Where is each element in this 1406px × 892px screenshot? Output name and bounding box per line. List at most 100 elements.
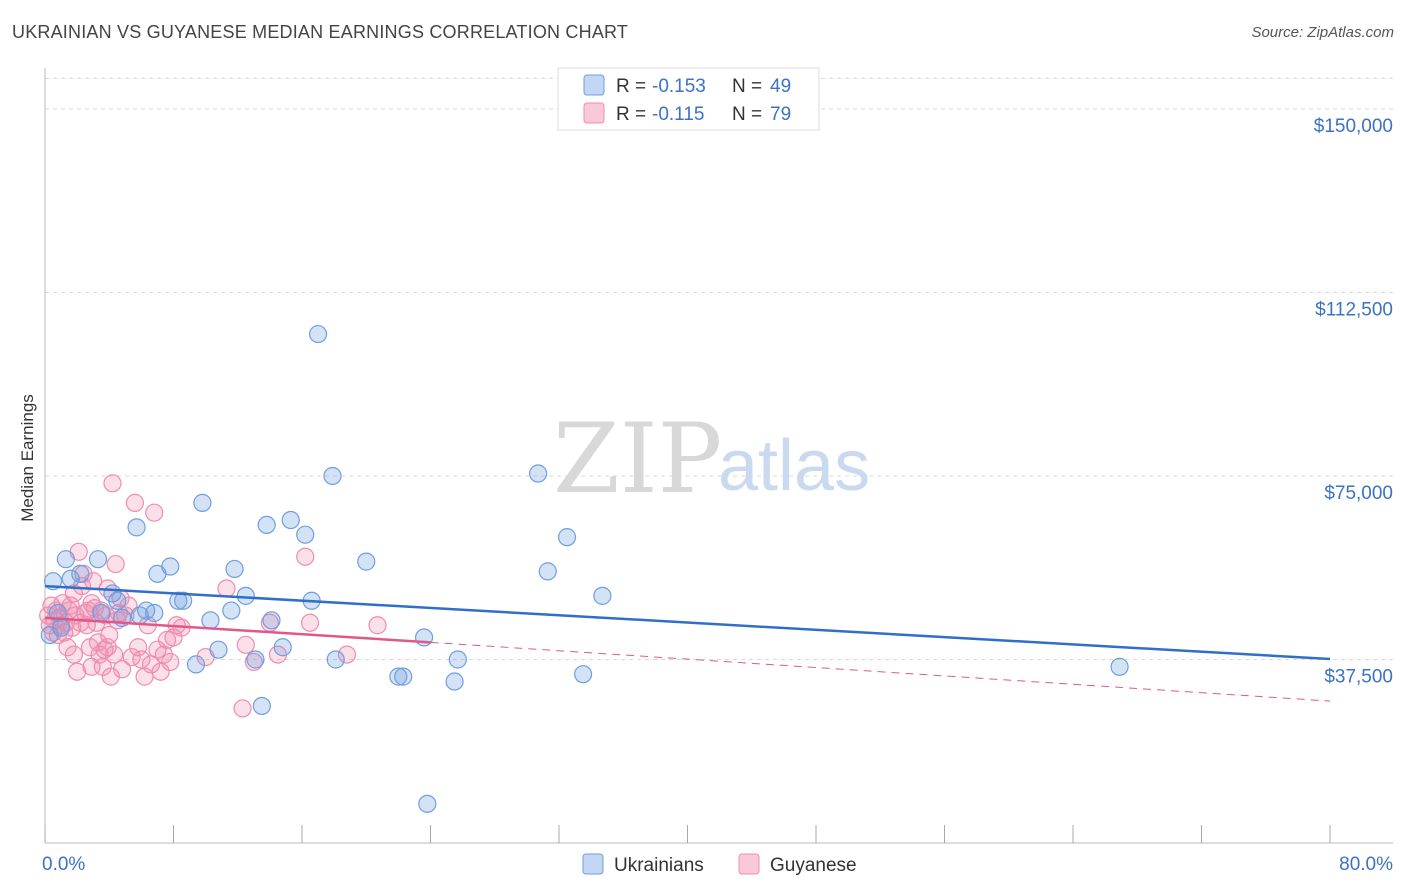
- bottom-swatch-guyanese: [738, 853, 760, 875]
- guyanese-point-71: [296, 547, 315, 566]
- x-tick-labels: 0.0% 80.0%: [42, 854, 1393, 875]
- legend-r-label-guyanese: R =: [616, 104, 646, 125]
- guyanese-point-58: [154, 645, 173, 664]
- y-tick-label-3: $150,000: [1314, 116, 1393, 137]
- source-label: Source: ZipAtlas.com: [1251, 24, 1394, 41]
- ukrainians-point-7: [88, 550, 108, 569]
- ukrainians-point-33: [296, 525, 315, 544]
- ukrainians-point-25: [225, 559, 244, 579]
- ukrainians-point-44: [448, 650, 467, 669]
- ukrainians-point-6: [71, 564, 90, 583]
- guyanese-point-60: [161, 652, 180, 672]
- ukrainians-point-50: [1110, 657, 1129, 676]
- ukrainians-point-38: [357, 552, 376, 571]
- ukrainians-point-24: [222, 601, 241, 620]
- guyanese-point-51: [132, 650, 151, 669]
- legend-r-value-ukrainians: -0.153: [652, 76, 706, 97]
- chart-title: UKRAINIAN VS GUYANESE MEDIAN EARNINGS CO…: [12, 22, 629, 42]
- guyanese-trend-extension: [430, 641, 1331, 702]
- ukrainians-point-47: [557, 528, 577, 547]
- ukrainians-point-48: [573, 665, 593, 684]
- ukrainians-point-10: [108, 591, 127, 610]
- legend-n-value-ukrainians: 49: [770, 76, 791, 97]
- ukrainians-point-31: [273, 638, 292, 657]
- ukrainians-point-4: [56, 550, 75, 569]
- ukrainians-point-15: [145, 603, 164, 623]
- legend-n-label-guyanese: N =: [732, 104, 762, 125]
- ukrainians-point-40: [394, 667, 413, 686]
- ukrainians-point-20: [186, 655, 206, 674]
- trend-lines: [44, 584, 1331, 702]
- guyanese-point-67: [236, 635, 255, 654]
- watermark-atlas: atlas: [718, 426, 870, 506]
- correlation-legend: R = -0.153 N = 49 R = -0.115 N = 79: [557, 67, 820, 131]
- guyanese-point-18: [68, 662, 87, 681]
- y-tick-label-0: $37,500: [1324, 666, 1393, 687]
- ukrainians-point-46: [538, 562, 557, 581]
- series-legend: Ukrainians Guyanese: [582, 853, 857, 876]
- ukrainians-point-18: [169, 591, 188, 610]
- guyanese-point-12: [58, 638, 77, 657]
- y-tick-label-2: $112,500: [1315, 299, 1393, 320]
- guyanese-point-39: [101, 667, 120, 686]
- legend-r-label-ukrainians: R =: [616, 76, 646, 97]
- x-tick-label-min: 0.0%: [42, 854, 85, 875]
- y-axis-label: Median Earnings: [18, 394, 37, 522]
- guyanese-point-55: [145, 503, 164, 522]
- ukrainians-point-42: [418, 794, 437, 813]
- guyanese-point-77: [82, 594, 101, 613]
- ukrainians-point-21: [193, 493, 212, 512]
- guyanese-point-45: [112, 660, 132, 679]
- legend-swatch-guyanese: [583, 102, 605, 124]
- ukrainians-point-3: [51, 618, 71, 637]
- ukrainians-point-0: [40, 625, 59, 645]
- legend-r-value-guyanese: -0.115: [652, 104, 704, 125]
- ukrainians-point-26: [236, 586, 255, 605]
- bottom-legend-guyanese: Guyanese: [770, 855, 857, 876]
- guyanese-point-49: [125, 493, 145, 512]
- y-tick-labels: $37,500 $75,000 $112,500 $150,000: [1314, 116, 1393, 688]
- watermark-zip: ZIP: [553, 403, 722, 515]
- ukrainians-point-43: [445, 672, 464, 691]
- guyanese-point-41: [104, 645, 124, 664]
- ukrainians-point-49: [593, 586, 612, 605]
- guyanese-point-38: [100, 625, 119, 645]
- ukrainians-point-36: [323, 466, 342, 486]
- ukrainians-point-37: [326, 650, 345, 669]
- guyanese-point-66: [233, 699, 252, 718]
- ukrainians-point-30: [262, 611, 281, 630]
- ukrainians-point-35: [308, 324, 328, 344]
- ukrainians-point-19: [174, 591, 193, 610]
- ukrainians-points: [40, 324, 1129, 813]
- bottom-swatch-ukrainians: [582, 853, 604, 875]
- ukrainians-point-28: [252, 696, 271, 716]
- ukrainians-point-22: [201, 611, 220, 630]
- guyanese-point-57: [151, 662, 170, 681]
- ukrainians-point-27: [246, 650, 265, 669]
- ukrainians-point-32: [281, 510, 300, 530]
- legend-swatch-ukrainians: [583, 74, 605, 96]
- ukrainians-point-8: [92, 603, 111, 623]
- ukrainians-point-39: [389, 667, 408, 686]
- ukrainians-point-17: [161, 557, 180, 576]
- guyanese-point-74: [368, 616, 387, 635]
- guyanese-point-72: [300, 613, 320, 632]
- guyanese-trend-line: [44, 616, 431, 644]
- ukrainians-point-12: [127, 518, 146, 537]
- ukrainians-point-23: [209, 640, 228, 659]
- legend-n-label-ukrainians: N =: [732, 76, 762, 97]
- guyanese-point-65: [217, 579, 236, 598]
- legend-n-value-guyanese: 79: [770, 104, 791, 125]
- axes: [44, 68, 1393, 844]
- guyanese-point-16: [64, 645, 84, 664]
- bottom-legend-ukrainians: Ukrainians: [614, 855, 704, 876]
- guyanese-point-35: [95, 640, 114, 659]
- y-tick-label-1: $75,000: [1324, 483, 1393, 504]
- guyanese-point-42: [106, 554, 125, 574]
- ukrainians-trend-line: [44, 584, 1331, 661]
- guyanese-point-40: [103, 474, 122, 493]
- x-tick-label-max: 80.0%: [1339, 854, 1393, 875]
- ukrainians-point-29: [257, 515, 276, 535]
- gridlines: [45, 77, 1393, 660]
